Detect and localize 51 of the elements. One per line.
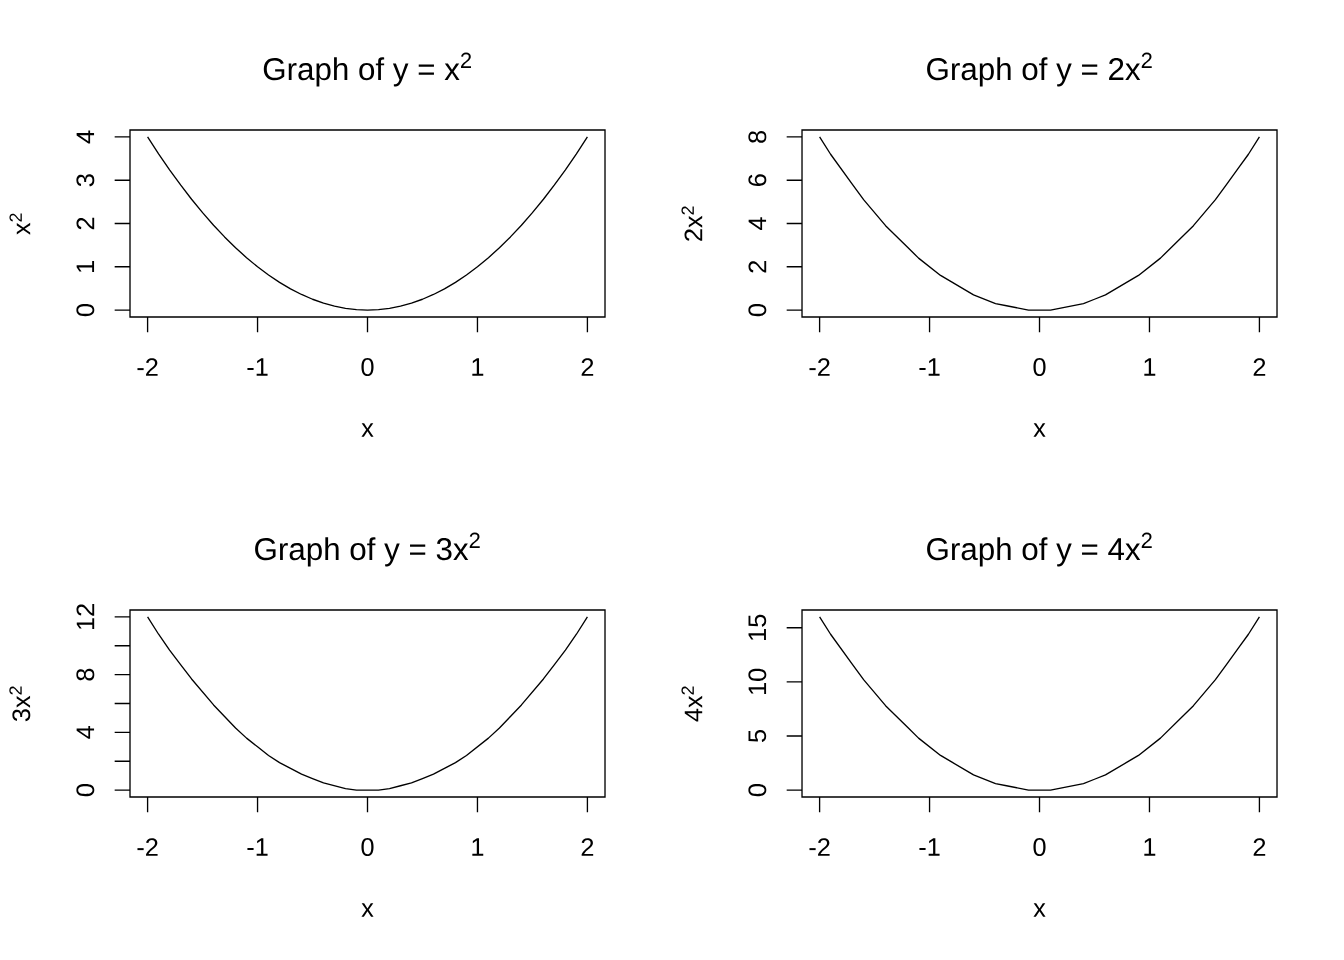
y-tick-label: 1 [76,260,95,272]
y-tick-label: 3 [76,174,95,187]
y-tick-label: 2 [748,261,767,273]
x-axis-title: x [361,903,374,917]
y-tick-label: 4 [748,217,767,230]
y-tick-label: 2 [76,217,95,230]
y-tick-label: 0 [76,784,95,797]
x-tick-label: 0 [361,838,374,856]
chart-title: Graph of y = 2x$^{2}$ [927,52,1152,87]
y-tick-label: 6 [748,174,767,186]
x-tick-label: -2 [137,838,158,856]
x-tick-label: 0 [361,358,374,376]
chart-title: Graph of y = 4x$^{2}$ [927,532,1152,567]
y-tick-label: 8 [748,130,767,143]
x-tick-label: 1 [1144,358,1156,376]
y-axis-title: 2x$^{2}$ [681,206,703,241]
y-axis-title: x$^{2}$ [9,213,31,235]
y-tick-label: 4 [76,726,95,739]
x-axis-title: x [361,423,374,437]
x-tick-label: -1 [247,838,268,856]
x-tick-label: -1 [247,358,268,376]
y-tick-label: 0 [76,304,95,317]
x-axis-title: x [1033,423,1046,437]
line-series [146,136,589,311]
y-axis-title: 4x$^{2}$ [681,686,703,722]
y-tick-label: 0 [748,304,767,317]
y-tick-label: 4 [76,130,95,144]
y-tick-label: 10 [748,668,767,695]
x-tick-label: 2 [1253,838,1266,856]
x-tick-label: 2 [581,838,594,856]
x-tick-label: -2 [137,358,158,376]
x-tick-label: 2 [581,358,594,376]
x-tick-label: 0 [1033,358,1046,376]
x-tick-label: 1 [1144,838,1156,856]
y-tick-label: 8 [76,668,95,681]
x-tick-label: 1 [472,838,484,856]
x-tick-label: 0 [1033,838,1046,856]
y-tick-label: 12 [76,604,95,630]
y-tick-label: 5 [748,729,767,742]
x-tick-label: -1 [919,358,940,376]
x-axis-title: x [1033,903,1046,917]
chart-title: Graph of y = x$^{2}$ [263,52,472,87]
x-tick-label: 1 [472,358,484,376]
x-tick-label: -2 [809,838,830,856]
y-tick-label: 0 [748,784,767,797]
chart-title: Graph of y = 3x$^{2}$ [255,532,480,567]
x-tick-label: 2 [1253,358,1266,376]
y-tick-label: 15 [748,614,767,640]
x-tick-label: -2 [809,358,830,376]
x-tick-label: -1 [919,838,940,856]
y-axis-title: 3x$^{2}$ [9,686,31,722]
